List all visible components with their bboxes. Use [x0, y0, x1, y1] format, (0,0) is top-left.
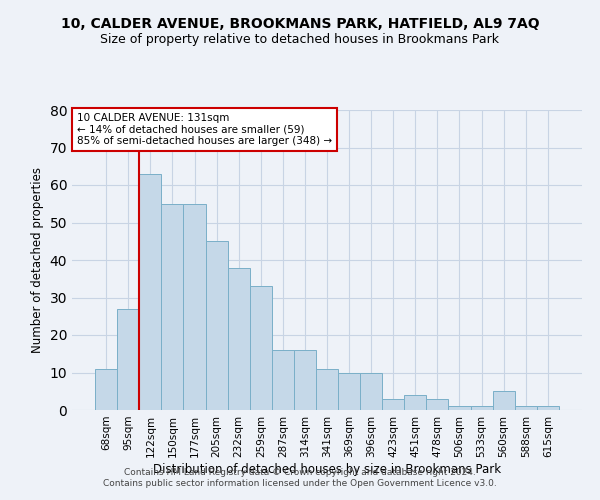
Bar — [117, 308, 139, 410]
Bar — [95, 369, 117, 410]
X-axis label: Distribution of detached houses by size in Brookmans Park: Distribution of detached houses by size … — [153, 462, 501, 475]
Bar — [382, 399, 404, 410]
Bar — [294, 350, 316, 410]
Bar — [427, 399, 448, 410]
Text: 10, CALDER AVENUE, BROOKMANS PARK, HATFIELD, AL9 7AQ: 10, CALDER AVENUE, BROOKMANS PARK, HATFI… — [61, 18, 539, 32]
Text: Size of property relative to detached houses in Brookmans Park: Size of property relative to detached ho… — [101, 32, 499, 46]
Bar — [360, 372, 382, 410]
Bar — [250, 286, 272, 410]
Bar — [404, 395, 427, 410]
Bar — [448, 406, 470, 410]
Bar — [184, 204, 206, 410]
Bar — [272, 350, 294, 410]
Text: Contains HM Land Registry data © Crown copyright and database right 2024.
Contai: Contains HM Land Registry data © Crown c… — [103, 468, 497, 487]
Bar — [139, 174, 161, 410]
Bar — [338, 372, 360, 410]
Bar — [316, 369, 338, 410]
Bar — [537, 406, 559, 410]
Bar — [493, 391, 515, 410]
Bar — [206, 242, 227, 410]
Bar — [227, 268, 250, 410]
Y-axis label: Number of detached properties: Number of detached properties — [31, 167, 44, 353]
Bar — [515, 406, 537, 410]
Bar — [161, 204, 184, 410]
Bar — [470, 406, 493, 410]
Text: 10 CALDER AVENUE: 131sqm
← 14% of detached houses are smaller (59)
85% of semi-d: 10 CALDER AVENUE: 131sqm ← 14% of detach… — [77, 113, 332, 146]
